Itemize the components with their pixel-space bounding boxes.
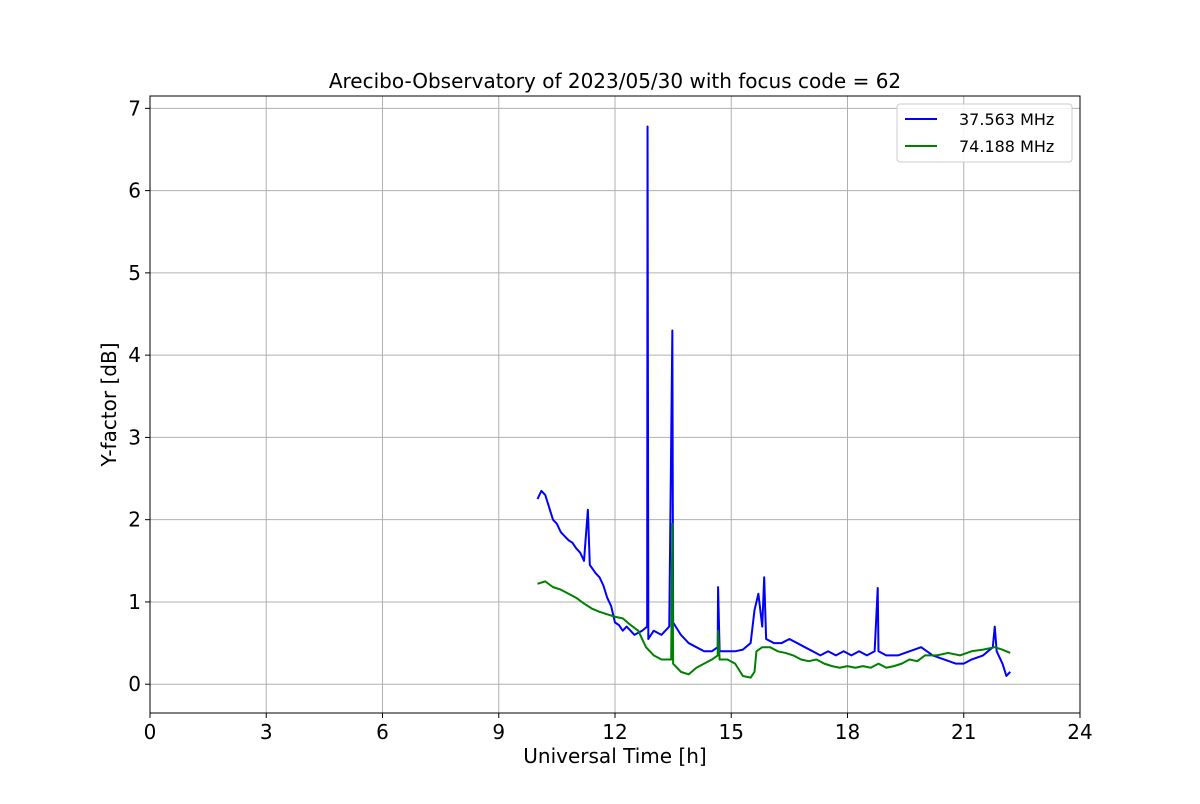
y-tick-label: 5 <box>128 261 141 285</box>
y-tick-label: 7 <box>128 96 141 120</box>
legend-label: 37.563 MHz <box>959 110 1054 129</box>
y-tick-label: 4 <box>128 343 141 367</box>
x-tick-label: 24 <box>1067 720 1092 744</box>
y-tick-label: 2 <box>128 508 141 532</box>
x-tick-label: 3 <box>260 720 273 744</box>
x-tick-label: 21 <box>951 720 976 744</box>
y-tick-label: 6 <box>128 179 141 203</box>
y-tick-label: 1 <box>128 590 141 614</box>
x-tick-label: 12 <box>602 720 627 744</box>
legend-label: 74.188 MHz <box>959 137 1054 156</box>
x-tick-label: 15 <box>719 720 744 744</box>
y-tick-label: 0 <box>128 672 141 696</box>
x-tick-label: 18 <box>835 720 860 744</box>
y-axis-label: Y-factor [dB] <box>97 342 121 467</box>
x-axis-label: Universal Time [h] <box>523 744 706 768</box>
legend-box <box>896 103 1073 163</box>
chart-title: Arecibo-Observatory of 2023/05/30 with f… <box>329 69 901 93</box>
y-tick-label: 3 <box>128 425 141 449</box>
legend: 37.563 MHz 74.188 MHz <box>896 103 1073 163</box>
series-layer <box>536 125 1011 679</box>
x-tick-label: 6 <box>376 720 389 744</box>
x-tick-label: 9 <box>492 720 505 744</box>
series-line-2 <box>537 522 1011 679</box>
x-tick-label: 0 <box>144 720 157 744</box>
